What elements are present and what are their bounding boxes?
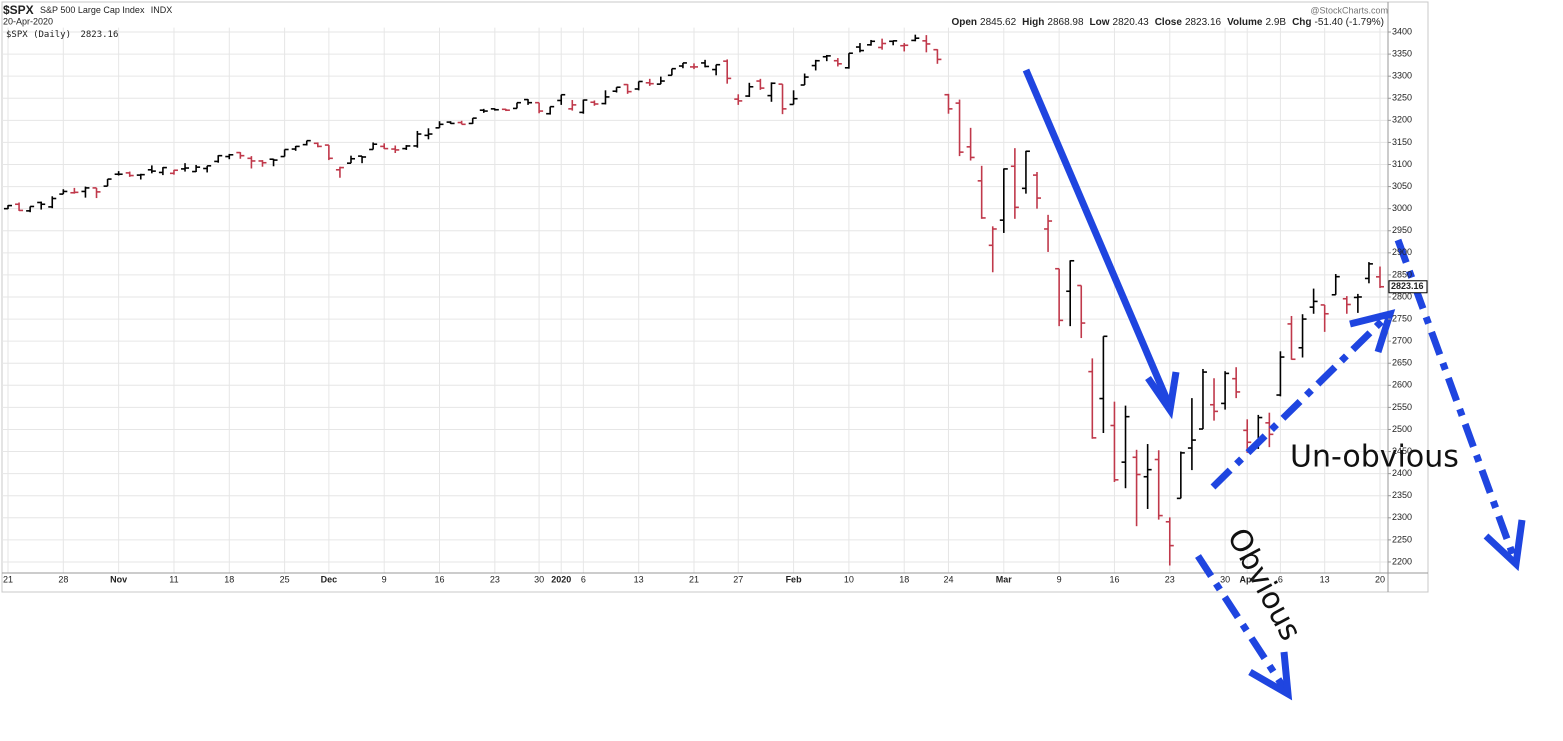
bars	[4, 34, 1384, 566]
quote-value: 2845.62	[980, 17, 1017, 28]
header: $SPX S&P 500 Large Cap Index INDX	[3, 3, 172, 17]
y-tick-label: 2450	[1392, 446, 1412, 456]
y-tick-label: 2750	[1392, 313, 1412, 323]
x-tick-label: 11	[169, 574, 178, 584]
x-tick-label: 27	[733, 574, 743, 584]
annotation: Un-obvious	[1290, 440, 1459, 475]
quote-label: Close	[1155, 17, 1183, 28]
x-tick-label: 20	[1375, 574, 1385, 584]
x-tick-label: 21	[689, 574, 699, 584]
x-tick-label: 21	[3, 574, 13, 584]
y-tick-label: 3000	[1392, 203, 1412, 213]
arrow	[1195, 554, 1287, 690]
x-tick-label: 6	[581, 574, 586, 584]
x-tick-label: 24	[943, 574, 953, 584]
quote-value: -51.40 (-1.79%)	[1315, 17, 1384, 28]
quote-label: Open	[951, 17, 977, 28]
x-tick-label: 23	[490, 574, 500, 584]
legend-value: 2823.16	[80, 30, 118, 40]
y-tick-label: 2800	[1392, 291, 1412, 301]
y-tick-label: 2950	[1392, 225, 1412, 235]
y-tick-label: 3250	[1392, 93, 1412, 103]
x-tick-label: 28	[58, 574, 68, 584]
legend-label: $SPX (Daily)	[6, 30, 71, 40]
x-tick-label: 25	[280, 574, 290, 584]
arrow-head	[1145, 371, 1180, 420]
quote-label: Chg	[1292, 17, 1311, 28]
y-tick-label: 3300	[1392, 71, 1412, 81]
y-tick-label: 2250	[1392, 534, 1412, 544]
x-tick-label: Nov	[110, 574, 127, 584]
x-tick-label: 16	[435, 574, 445, 584]
x-tick-label: Mar	[996, 574, 1013, 584]
quote-label: Volume	[1227, 17, 1263, 28]
arrow-head	[1349, 309, 1396, 354]
y-tick-label: 2700	[1392, 336, 1412, 346]
quote-value: 2.9B	[1265, 17, 1286, 28]
x-tick-label: 13	[1320, 574, 1330, 584]
quote-label: High	[1022, 17, 1044, 28]
y-tick-label: 2200	[1392, 556, 1412, 566]
date: 20-Apr-2020	[3, 16, 53, 26]
price-tag-label: 2823.16	[1391, 281, 1424, 291]
x-tick-label: Feb	[786, 574, 803, 584]
quote-value: 2823.16	[1185, 17, 1222, 28]
y-tick-label: 2650	[1392, 358, 1412, 368]
index-name: S&P 500 Large Cap Index	[40, 5, 145, 15]
arrow	[1022, 68, 1172, 404]
quote-value: 2868.98	[1047, 17, 1084, 28]
x-tick-label: Apr	[1239, 574, 1255, 584]
y-tick-label: 3200	[1392, 115, 1412, 125]
quote-label: Low	[1090, 17, 1110, 28]
x-tick-label: 6	[1278, 574, 1283, 584]
y-tick-label: 3400	[1392, 26, 1412, 36]
y-tick-label: 3050	[1392, 181, 1412, 191]
arrow-head	[1248, 651, 1293, 701]
quote: Open 2845.62 High 2868.98 Low 2820.43 Close 282…	[951, 17, 1384, 28]
y-tick-label: 3100	[1392, 159, 1412, 169]
x-tick-label: 9	[382, 574, 387, 584]
y-tick-label: 2550	[1392, 402, 1412, 412]
y-tick-label: 2500	[1392, 424, 1412, 434]
arrow-head	[1483, 519, 1526, 572]
x-tick-label: 9	[1057, 574, 1062, 584]
x-tick-label: 18	[899, 574, 909, 584]
exchange: INDX	[151, 5, 173, 15]
price-tag	[1388, 280, 1428, 294]
x-tick-label: 30	[534, 574, 544, 584]
y-tick-label: 2350	[1392, 490, 1412, 500]
arrow	[1210, 315, 1388, 490]
x-tick-label: 2020	[551, 574, 571, 584]
y-tick-label: 3350	[1392, 48, 1412, 58]
symbol: $SPX	[3, 3, 34, 17]
y-tick-label: 2300	[1392, 512, 1412, 522]
x-tick-label: 10	[844, 574, 854, 584]
watermark: @StockCharts.com	[1310, 5, 1388, 15]
y-tick-label: 2400	[1392, 468, 1412, 478]
x-tick-label: 16	[1109, 574, 1119, 584]
quote-value: 2820.43	[1113, 17, 1150, 28]
legend: $SPX (Daily) 2823.16	[6, 30, 118, 40]
x-tick-label: 23	[1165, 574, 1175, 584]
x-tick-label: Dec	[321, 574, 338, 584]
y-tick-label: 2850	[1392, 269, 1412, 279]
y-tick-label: 2600	[1392, 380, 1412, 390]
x-tick-label: 13	[634, 574, 644, 584]
y-tick-label: 2900	[1392, 247, 1412, 257]
x-tick-label: 18	[224, 574, 234, 584]
grid	[2, 27, 1388, 573]
x-tick-label: 30	[1220, 574, 1230, 584]
y-tick-label: 3150	[1392, 137, 1412, 147]
